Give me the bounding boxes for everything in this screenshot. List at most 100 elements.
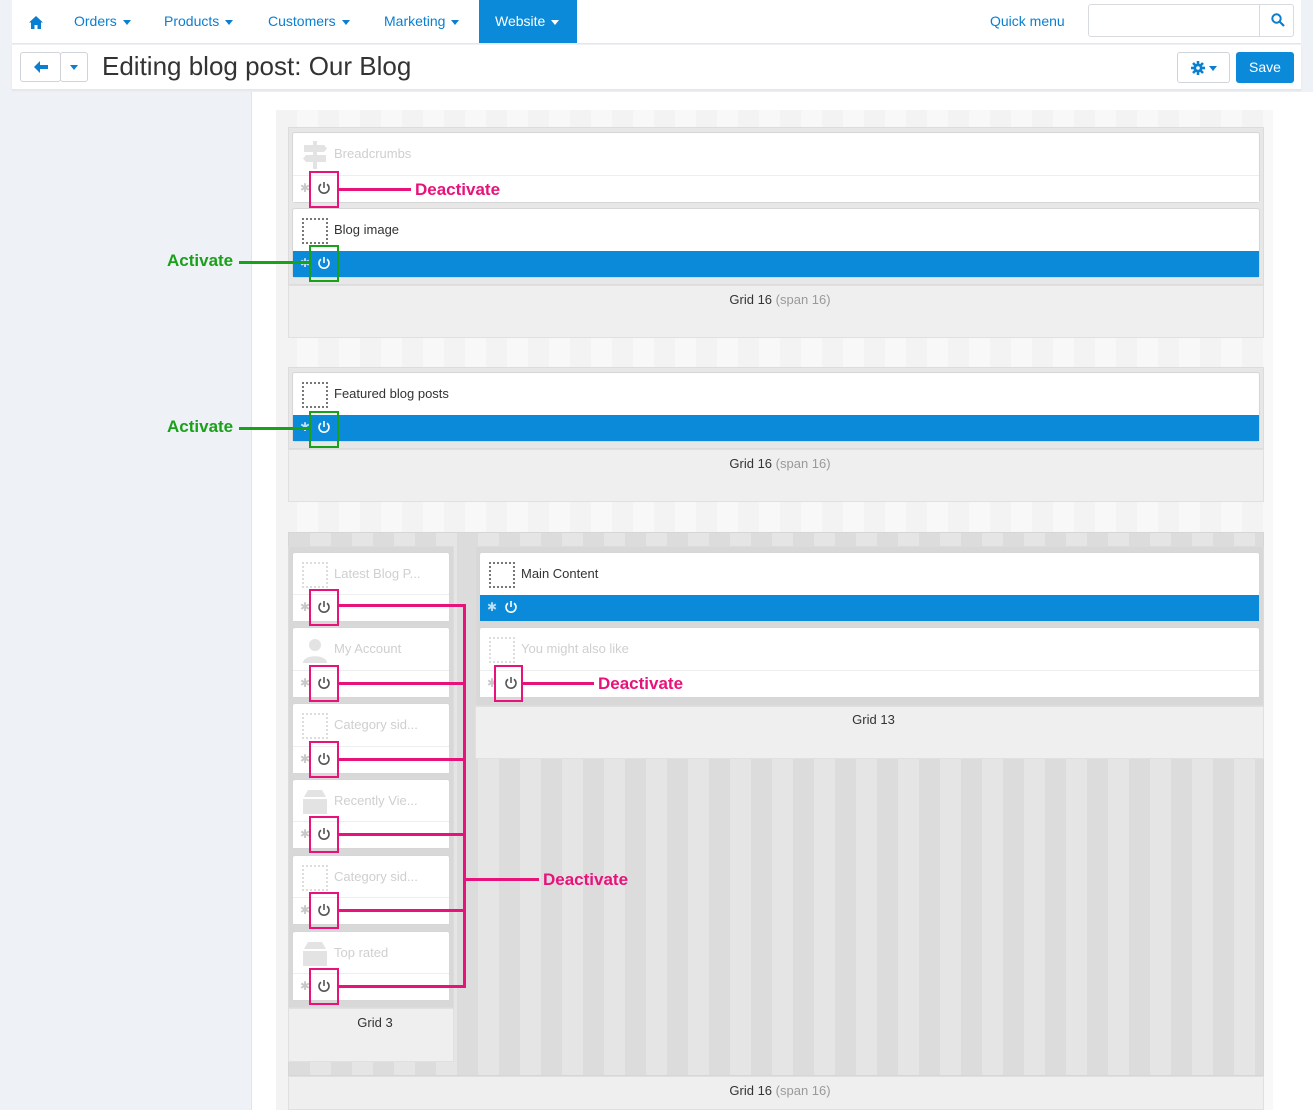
search-button[interactable]: [1259, 4, 1294, 37]
gear-icon[interactable]: ✱: [300, 600, 311, 614]
nav-label: Customers: [268, 13, 336, 29]
gear-icon[interactable]: ✱: [487, 600, 498, 614]
back-dropdown-button[interactable]: [60, 52, 88, 82]
power-icon[interactable]: [316, 902, 332, 918]
annotation-highlight: [309, 968, 339, 1005]
block-name: Category sid...: [334, 717, 418, 732]
block-toolbar: ✱: [480, 595, 1259, 621]
nav-label: Website: [495, 13, 546, 29]
power-icon[interactable]: [316, 751, 332, 767]
annotation-highlight: [309, 411, 339, 448]
block-toolbar: ✱: [293, 251, 1259, 277]
annotation-line: [339, 682, 466, 685]
block-toolbar: ✱: [293, 175, 1259, 202]
annotation-line: [339, 833, 466, 836]
annotation-highlight: [309, 171, 339, 208]
grid-footer: [288, 1076, 1264, 1110]
block-name: Blog image: [334, 222, 400, 237]
power-icon[interactable]: [316, 255, 332, 271]
settings-dropdown-button[interactable]: [1177, 52, 1230, 83]
placeholder-icon: [489, 637, 515, 663]
annotation-activate: Activate: [167, 417, 234, 436]
power-icon[interactable]: [503, 599, 519, 615]
annotation-line: [523, 682, 594, 685]
grid-label: Grid 16 (span 16): [729, 292, 831, 307]
nav-orders[interactable]: Orders: [74, 0, 131, 43]
annotation-line: [239, 261, 309, 264]
chevron-down-icon: [70, 65, 78, 70]
back-button[interactable]: [20, 52, 61, 82]
nav-products[interactable]: Products: [164, 0, 234, 43]
grid-footer: [288, 285, 1264, 338]
box-icon: [303, 942, 327, 966]
block-latest-blog-posts[interactable]: Latest Blog P... ✱: [292, 552, 450, 622]
annotation-line: [466, 878, 539, 881]
block-name: Recently Vie...: [334, 793, 418, 808]
block-featured-blog-posts[interactable]: Featured blog posts ✱: [292, 372, 1260, 442]
annotation-highlight: [309, 589, 339, 626]
chevron-down-icon: [122, 19, 131, 25]
save-button[interactable]: Save: [1236, 52, 1294, 83]
gear-icon[interactable]: ✱: [300, 979, 311, 993]
annotation-highlight: [309, 741, 339, 778]
gear-icon[interactable]: ✱: [300, 676, 311, 690]
annotation-line: [339, 985, 466, 988]
power-icon[interactable]: [316, 675, 332, 691]
arrow-left-icon: [34, 61, 48, 73]
power-icon[interactable]: [316, 180, 332, 196]
grid-label: Grid 16 (span 16): [729, 456, 831, 471]
search-icon: [1271, 13, 1285, 27]
block-name: Latest Blog P...: [334, 566, 421, 581]
nav-customers[interactable]: Customers: [268, 0, 350, 43]
annotation-line: [339, 188, 411, 191]
block-you-might-also-like[interactable]: You might also like ✱: [479, 627, 1260, 698]
gear-icon[interactable]: ✱: [487, 676, 498, 690]
annotation-deactivate: Deactivate: [543, 870, 629, 889]
annotation-line: [339, 909, 466, 912]
gear-icon[interactable]: ✱: [300, 903, 311, 917]
power-icon[interactable]: [316, 419, 332, 435]
block-recently-viewed[interactable]: Recently Vie... ✱: [292, 779, 450, 849]
block-main-content[interactable]: Main Content ✱: [479, 552, 1260, 622]
chevron-down-icon: [225, 19, 234, 25]
nav-label: Products: [164, 13, 220, 29]
block-toolbar: ✱: [293, 415, 1259, 441]
placeholder-icon: [302, 865, 328, 891]
nav-label: Marketing: [384, 13, 446, 29]
placeholder-icon: [302, 713, 328, 739]
annotation-deactivate: Deactivate: [415, 180, 501, 199]
nav-marketing[interactable]: Marketing: [384, 0, 460, 43]
nav-website[interactable]: Website: [479, 0, 577, 43]
grid-footer: [288, 1008, 454, 1062]
gear-icon[interactable]: ✱: [300, 181, 311, 195]
home-icon[interactable]: [26, 0, 46, 43]
annotation-activate: Activate: [167, 251, 234, 270]
annotation-line: [339, 604, 466, 607]
grid-footer: [288, 449, 1264, 502]
user-icon: [303, 639, 327, 663]
power-icon[interactable]: [316, 599, 332, 615]
annotation-line: [239, 427, 309, 430]
block-my-account[interactable]: My Account ✱: [292, 627, 450, 698]
grid-footer: [475, 706, 1264, 759]
quick-menu-link[interactable]: Quick menu: [990, 13, 1065, 29]
block-name: Main Content: [521, 566, 599, 581]
chevron-down-icon: [551, 19, 560, 25]
annotation-line: [463, 604, 466, 988]
placeholder-icon: [302, 218, 328, 244]
block-blog-image[interactable]: Blog image ✱: [292, 208, 1260, 278]
block-toolbar: ✱: [480, 670, 1259, 697]
power-icon[interactable]: [316, 826, 332, 842]
signpost-icon: [303, 141, 327, 169]
placeholder-icon: [302, 382, 328, 408]
block-name: My Account: [334, 641, 402, 656]
power-icon[interactable]: [503, 675, 519, 691]
chevron-down-icon: [451, 19, 460, 25]
block-breadcrumbs[interactable]: Breadcrumbs ✱: [292, 132, 1260, 203]
gear-icon[interactable]: ✱: [300, 752, 311, 766]
gear-icon: [1191, 61, 1205, 75]
chevron-down-icon: [1209, 66, 1217, 71]
gear-icon[interactable]: ✱: [300, 827, 311, 841]
power-icon[interactable]: [316, 978, 332, 994]
nav-label: Orders: [74, 13, 117, 29]
